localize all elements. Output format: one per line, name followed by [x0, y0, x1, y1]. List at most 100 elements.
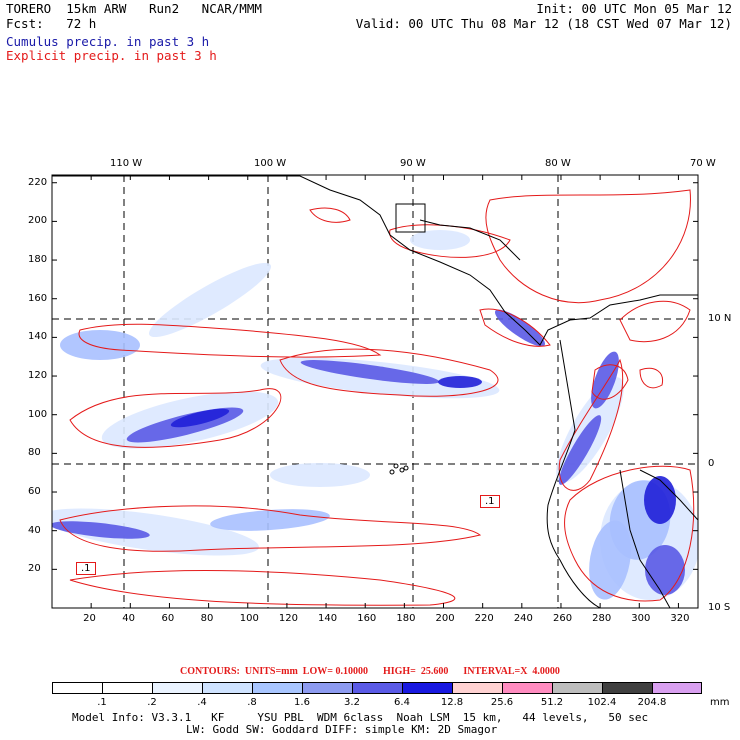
forecast-hour: Fcst: 72 h: [6, 16, 97, 31]
explicit-precip-contour: [479, 308, 551, 347]
colorbar-label: 1.6: [294, 697, 310, 708]
island: [389, 469, 395, 475]
explicit-precip-contour: [564, 465, 695, 602]
precip-area: [270, 463, 370, 487]
colorbar-label: 3.2: [344, 697, 360, 708]
x-tick-label: 80: [200, 613, 214, 624]
lat-label-10s: 10 S: [708, 602, 731, 613]
x-tick-label: 240: [513, 613, 533, 624]
colorbar-swatch: [602, 682, 652, 694]
x-tick-label: 120: [278, 613, 298, 624]
y-tick-label: 20: [28, 563, 41, 575]
field-explicit-label: Explicit precip. in past 3 h: [6, 48, 217, 63]
x-tick-label: 100: [239, 613, 259, 624]
colorbar-label: 204.8: [637, 697, 667, 708]
colorbar-swatch: [552, 682, 602, 694]
x-tick-label: 180: [396, 613, 416, 624]
x-tick-label: 260: [552, 613, 573, 624]
colorbar-swatch: [152, 682, 202, 694]
lon-label-110w: 110 W: [110, 158, 143, 169]
y-tick-label: 140: [28, 331, 48, 343]
x-tick-label: 300: [631, 613, 651, 624]
colorbar-swatch: [502, 682, 552, 694]
colorbar-label: 12.8: [440, 697, 464, 708]
explicit-precip-contour: [591, 364, 629, 400]
y-tick-label: 160: [28, 292, 48, 304]
colorbar-swatch: [452, 682, 502, 694]
coastline: [619, 469, 671, 608]
x-tick-label: 320: [670, 613, 690, 624]
precip-area: [60, 330, 140, 360]
explicit-precip-contour: [309, 207, 351, 223]
x-tick-label: 200: [435, 613, 455, 624]
y-tick-label: 200: [28, 215, 48, 227]
colorbar-swatch: [302, 682, 352, 694]
coastline: [639, 469, 698, 521]
colorbar-swatch: [202, 682, 252, 694]
island: [403, 465, 409, 471]
lon-label-90w: 90 W: [400, 158, 426, 169]
explicit-precip-contour: [619, 300, 691, 343]
model-info: Model Info: V3.3.1 KF YSU PBL WDM 6class…: [72, 711, 649, 724]
x-tick-label: 160: [357, 613, 377, 624]
y-tick-label: 220: [28, 176, 48, 188]
explicit-precip-contour: [59, 505, 482, 552]
island: [393, 463, 399, 469]
colorbar-label: 51.2: [540, 697, 564, 708]
colorbar-swatch: [252, 682, 302, 694]
explicit-precip-contour: [69, 388, 282, 448]
lon-label-80w: 80 W: [545, 158, 571, 169]
contour-label-box: .1: [480, 495, 500, 508]
lon-label-100w: 100 W: [254, 158, 287, 169]
field-cumulus-label: Cumulus precip. in past 3 h: [6, 34, 210, 49]
explicit-precip-contour: [78, 323, 382, 358]
precip-area: [438, 376, 482, 388]
lat-label-10n: 10 N: [708, 313, 732, 324]
lat-label-0: 0: [708, 458, 715, 469]
y-tick-label: 120: [28, 370, 48, 382]
x-tick-label: 20: [83, 613, 96, 624]
explicit-precip-contour: [389, 224, 511, 258]
precip-area: [644, 476, 676, 524]
model-title: TORERO 15km ARW Run2 NCAR/MMM: [6, 1, 262, 16]
precip-area: [558, 415, 602, 485]
precip-area: [52, 508, 259, 556]
precip-area: [300, 360, 440, 384]
coastline: [546, 339, 601, 608]
explicit-precip-contour: [485, 189, 691, 304]
colorbar-label: .2: [147, 697, 157, 708]
colorbar-label: 102.4: [587, 697, 617, 708]
colorbar-swatch: [352, 682, 402, 694]
precip-area: [170, 408, 230, 428]
colorbar-frame: [52, 682, 702, 694]
x-tick-label: 140: [318, 613, 338, 624]
precip-area: [645, 545, 685, 595]
colorbar-swatch: [652, 682, 702, 694]
precip-area: [52, 521, 150, 539]
x-tick-label: 60: [161, 613, 175, 624]
colorbar-swatch: [102, 682, 152, 694]
y-tick-label: 40: [28, 524, 41, 536]
colorbar-label: .1: [97, 697, 107, 708]
init-time: Init: 00 UTC Mon 05 Mar 12: [536, 1, 732, 16]
x-tick-label: 220: [474, 613, 494, 624]
explicit-precip-contour: [69, 570, 456, 606]
island: [399, 467, 405, 473]
y-tick-label: 100: [28, 408, 48, 420]
precip-area: [148, 262, 272, 338]
y-tick-label: 80: [28, 447, 41, 459]
precip-area: [410, 230, 470, 250]
colorbar-label: 25.6: [490, 697, 514, 708]
lon-label-70w: 70 W: [690, 158, 716, 169]
coastline: [52, 175, 698, 346]
colorbar-label: .8: [247, 697, 257, 708]
physics-info: LW: Godd SW: Goddard DIFF: simple KM: 2D…: [186, 723, 498, 736]
contour-label-box: .1: [76, 562, 96, 575]
precip-area: [591, 351, 619, 409]
valid-time: Valid: 00 UTC Thu 08 Mar 12 (18 CST Wed …: [355, 16, 732, 31]
precip-area: [589, 520, 631, 600]
colorbar-swatch: [402, 682, 452, 694]
y-tick-label: 180: [28, 254, 48, 266]
x-tick-label: 280: [592, 613, 612, 624]
